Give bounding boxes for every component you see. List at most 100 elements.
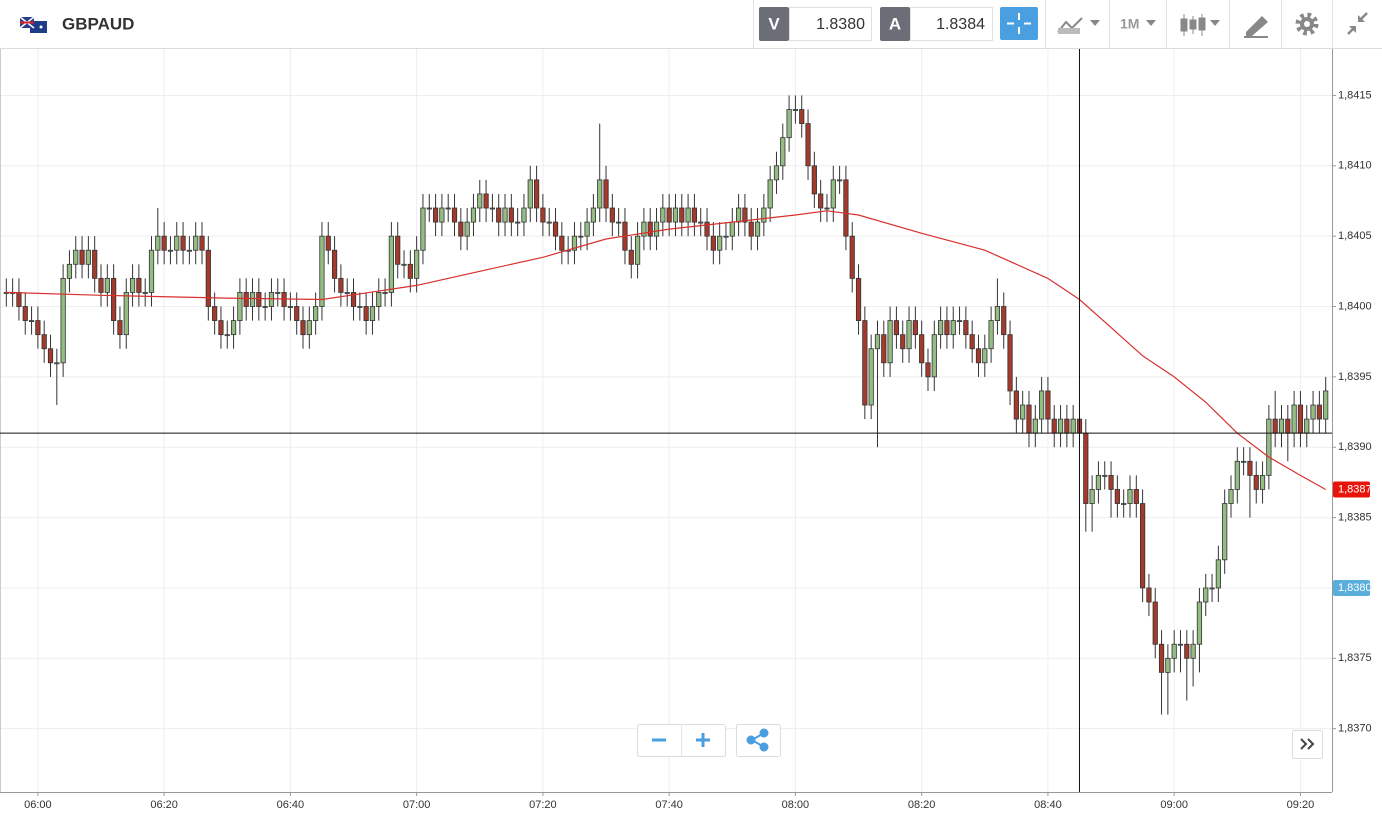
candle-body <box>609 207 615 223</box>
candle-body <box>874 334 881 350</box>
y-tick-label: 1,8395 <box>1338 371 1372 383</box>
sell-price-box[interactable] <box>789 7 872 41</box>
timeframe[interactable]: 1M <box>1120 16 1139 32</box>
candle-body <box>136 277 142 293</box>
candle-body <box>1039 390 1045 420</box>
candle-body <box>761 207 767 223</box>
chart-type-button[interactable] <box>1057 17 1100 34</box>
candle-body <box>1007 334 1013 392</box>
candle-body <box>199 235 205 251</box>
candle-body <box>647 221 653 237</box>
candle-body <box>527 179 533 209</box>
buy-price[interactable]: 1.8384 <box>936 16 985 33</box>
buy-label-box[interactable] <box>880 7 910 41</box>
candle-body <box>47 348 54 364</box>
candle-body <box>818 193 824 209</box>
candle-body <box>1158 643 1165 673</box>
candle-body <box>754 221 761 237</box>
candle-body <box>666 207 672 223</box>
candle-body <box>458 221 464 237</box>
candle-body <box>357 306 363 308</box>
settings-button[interactable] <box>1295 12 1319 36</box>
candle-body <box>855 277 862 321</box>
candle-body <box>578 235 584 238</box>
candle-body <box>634 235 641 265</box>
crosshair-button[interactable] <box>1000 7 1038 40</box>
candle-body <box>111 277 117 321</box>
candle-body <box>1051 418 1057 434</box>
candle-body <box>1253 474 1259 490</box>
candle-body <box>1045 390 1051 420</box>
candle-body <box>287 306 293 308</box>
candle-body <box>533 179 540 209</box>
candle-type-button[interactable] <box>1180 14 1220 36</box>
candle-body <box>988 320 994 350</box>
candle-body <box>603 179 609 209</box>
candle-body <box>748 221 754 237</box>
candle-body <box>975 348 982 364</box>
candle-body <box>1323 390 1329 420</box>
candle-body <box>73 249 79 265</box>
candle-body <box>401 263 407 266</box>
candle-body <box>344 292 350 294</box>
candle-body <box>230 320 237 336</box>
candle-body <box>117 320 123 336</box>
sell-label-box[interactable] <box>759 7 789 41</box>
candle-body <box>464 221 470 237</box>
candle-body <box>994 306 1001 321</box>
candle-body <box>868 348 874 406</box>
collapse-button[interactable] <box>1347 12 1368 35</box>
candle-body <box>496 207 502 223</box>
sell-price[interactable]: 1.8380 <box>816 16 865 33</box>
buy-price-box[interactable] <box>910 7 993 41</box>
share-icon <box>746 728 769 752</box>
candle-body <box>1133 489 1139 504</box>
candle-body <box>931 334 937 378</box>
x-tick-label: 08:40 <box>1034 799 1062 811</box>
x-tick-label: 06:00 <box>24 799 52 811</box>
candle-body <box>224 334 230 337</box>
candle-body <box>148 249 155 293</box>
candle-body <box>1215 559 1221 589</box>
candle-body <box>1209 587 1215 590</box>
candle-body <box>862 320 868 406</box>
candle-body <box>1297 404 1304 434</box>
y-tick-label: 1,8375 <box>1338 652 1372 664</box>
candle-body <box>552 221 559 237</box>
candle-body <box>1241 460 1247 463</box>
candle-body <box>919 334 925 364</box>
candle-body <box>900 334 906 350</box>
candle-body <box>268 292 275 307</box>
candle-body <box>186 249 192 252</box>
candle-body <box>66 263 73 279</box>
candle-body <box>262 306 268 308</box>
sell-label[interactable]: V <box>768 14 780 33</box>
candle-body <box>912 320 918 336</box>
candle-body <box>249 292 256 307</box>
candle-body <box>767 179 773 209</box>
draw-button[interactable] <box>1244 16 1268 38</box>
candle-body <box>363 306 369 321</box>
moving-average-line <box>6 210 1326 491</box>
candle-body <box>104 277 110 293</box>
zoom-in[interactable] <box>696 733 710 747</box>
candle-body <box>1177 643 1184 646</box>
candle-body <box>1070 418 1076 434</box>
candle-body <box>256 292 262 307</box>
candle-body <box>508 207 514 223</box>
buy-label[interactable]: A <box>889 14 901 33</box>
flag-icon <box>19 16 47 33</box>
y-tick-label: 1,8410 <box>1338 160 1372 172</box>
x-tick-label: 06:40 <box>277 799 305 811</box>
candle-body <box>439 207 445 223</box>
candle-body <box>1020 404 1026 420</box>
candle-body <box>963 320 969 336</box>
price-tag <box>1333 579 1370 596</box>
candle-body <box>969 334 975 350</box>
candle-body <box>319 235 325 307</box>
scroll-end-button[interactable] <box>1292 730 1323 759</box>
candle-body <box>123 292 129 336</box>
share-button[interactable] <box>736 724 781 757</box>
header: GBPAUD V 1.8380 A 1.8384 1M <box>0 0 1382 49</box>
candle-body <box>1304 418 1310 434</box>
